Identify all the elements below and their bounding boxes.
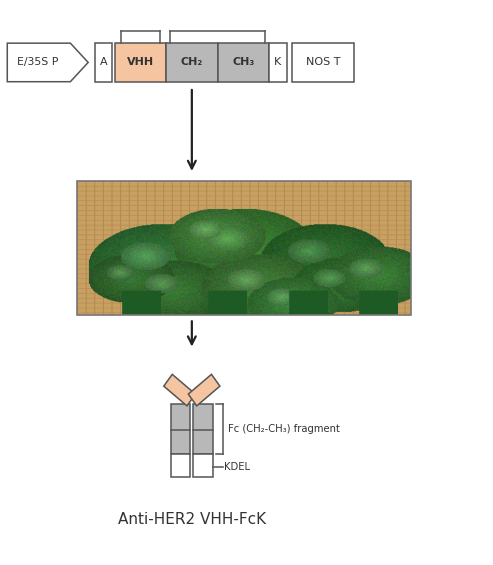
Bar <box>164 375 195 406</box>
Text: Fc (CH₂-CH₃) fragment: Fc (CH₂-CH₃) fragment <box>228 424 340 434</box>
Bar <box>193 454 213 477</box>
Bar <box>95 43 112 82</box>
Bar <box>193 403 213 454</box>
Text: CH₂: CH₂ <box>181 58 203 67</box>
Text: K: K <box>274 58 282 67</box>
Bar <box>171 454 190 477</box>
Text: VHH: VHH <box>127 58 154 67</box>
Bar <box>291 43 354 82</box>
Text: A: A <box>100 58 107 67</box>
Text: Anti-HER2 VHH-FcK: Anti-HER2 VHH-FcK <box>118 512 266 527</box>
Bar <box>115 43 166 82</box>
Polygon shape <box>7 43 88 82</box>
Text: KDEL: KDEL <box>224 462 250 472</box>
Bar <box>188 375 220 406</box>
Text: E/35S P: E/35S P <box>16 58 58 67</box>
Bar <box>171 403 190 454</box>
Bar <box>77 181 411 315</box>
Bar <box>269 43 287 82</box>
Text: CH₃: CH₃ <box>232 58 254 67</box>
Bar <box>166 43 217 82</box>
Text: NOS T: NOS T <box>306 58 340 67</box>
Bar <box>217 43 269 82</box>
